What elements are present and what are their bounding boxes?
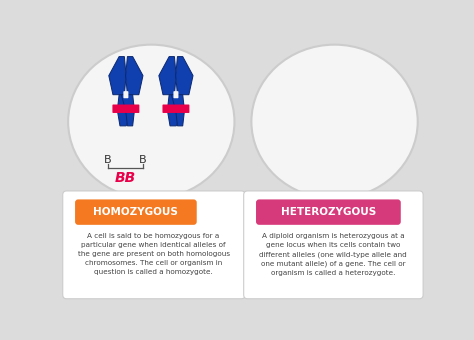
Text: HOMOZYGOUS: HOMOZYGOUS <box>93 207 178 217</box>
Text: HETEROZYGOUS: HETEROZYGOUS <box>281 207 376 217</box>
FancyBboxPatch shape <box>256 200 401 225</box>
FancyBboxPatch shape <box>244 191 423 299</box>
Polygon shape <box>171 95 184 126</box>
FancyBboxPatch shape <box>173 91 178 98</box>
Text: B: B <box>104 155 112 165</box>
Polygon shape <box>109 56 126 95</box>
Text: A cell is said to be homozygous for a
particular gene when identical alleles of
: A cell is said to be homozygous for a pa… <box>78 233 230 275</box>
Polygon shape <box>118 95 135 126</box>
Text: BB: BB <box>115 171 136 185</box>
FancyBboxPatch shape <box>112 104 139 113</box>
Polygon shape <box>159 56 176 95</box>
Ellipse shape <box>251 45 418 199</box>
Polygon shape <box>121 95 135 126</box>
Polygon shape <box>126 56 143 95</box>
Polygon shape <box>167 95 185 126</box>
Polygon shape <box>176 56 193 95</box>
FancyBboxPatch shape <box>123 91 128 98</box>
Text: A diploid organism is heterozygous at a
gene locus when its cells contain two
di: A diploid organism is heterozygous at a … <box>259 233 407 276</box>
FancyBboxPatch shape <box>163 104 190 113</box>
FancyBboxPatch shape <box>63 191 245 299</box>
Ellipse shape <box>68 45 235 199</box>
Text: B: B <box>139 155 146 165</box>
FancyBboxPatch shape <box>75 200 197 225</box>
